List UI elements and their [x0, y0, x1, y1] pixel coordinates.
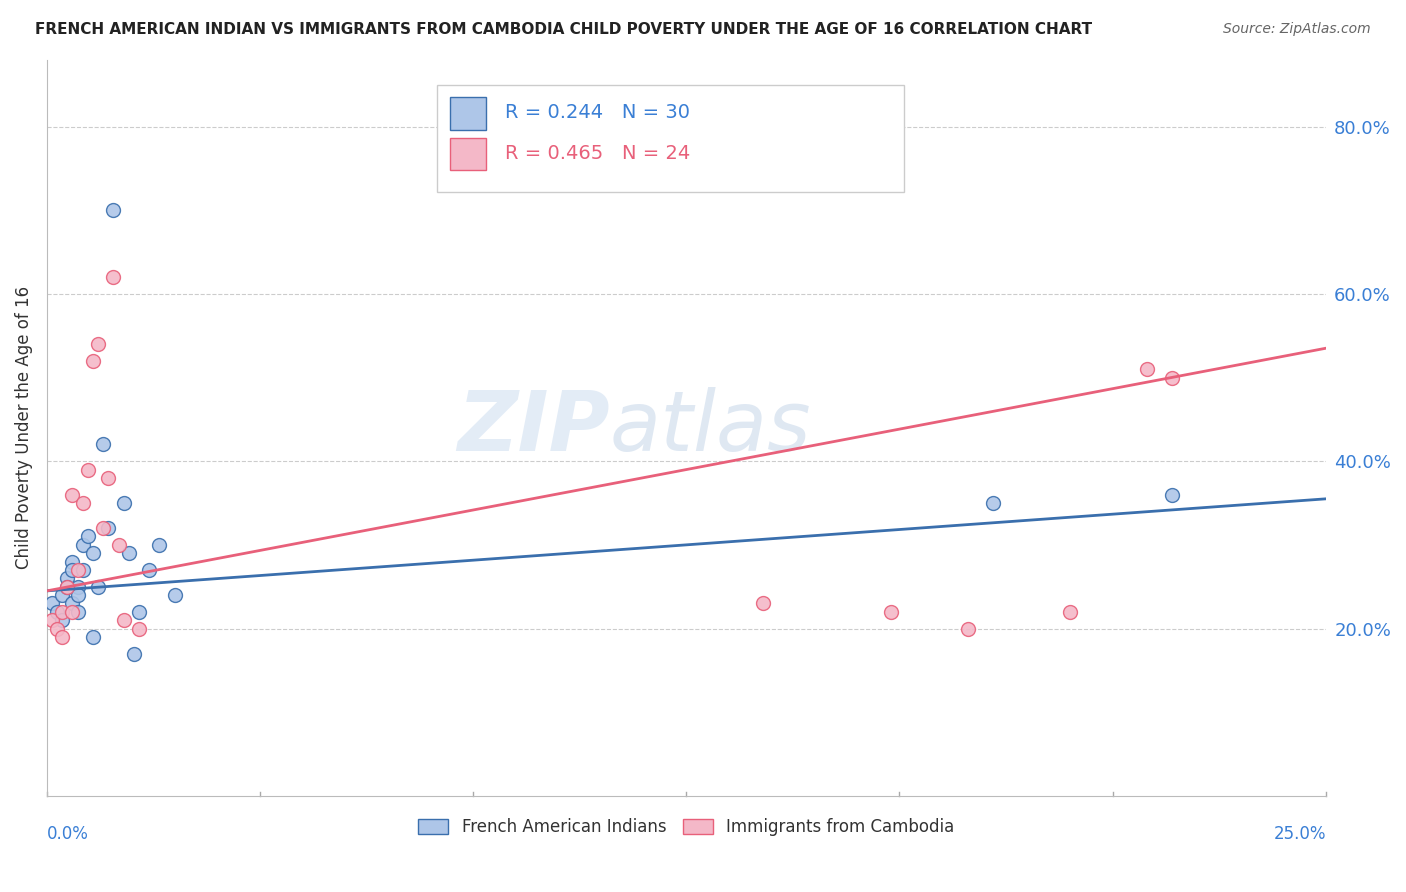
Point — [51, 588, 73, 602]
Point — [51, 630, 73, 644]
Point — [41, 613, 63, 627]
Y-axis label: Child Poverty Under the Age of 16: Child Poverty Under the Age of 16 — [15, 286, 32, 569]
Point — [66, 605, 89, 619]
Point — [956, 622, 979, 636]
Text: 25.0%: 25.0% — [1274, 825, 1326, 843]
Point — [72, 563, 94, 577]
Text: 0.0%: 0.0% — [46, 825, 89, 843]
Point — [118, 546, 141, 560]
Text: R = 0.244   N = 30: R = 0.244 N = 30 — [505, 103, 690, 122]
Point — [82, 546, 104, 560]
Point — [87, 337, 110, 351]
Point — [62, 555, 84, 569]
Text: atlas: atlas — [610, 387, 811, 468]
Point — [76, 529, 98, 543]
Text: R = 0.465   N = 24: R = 0.465 N = 24 — [505, 144, 690, 162]
Point — [62, 488, 84, 502]
Point — [72, 496, 94, 510]
Point — [76, 462, 98, 476]
Point — [87, 580, 110, 594]
Legend: French American Indians, Immigrants from Cambodia: French American Indians, Immigrants from… — [412, 812, 962, 843]
Point — [56, 571, 79, 585]
Text: ZIP: ZIP — [457, 387, 610, 468]
Point — [163, 588, 186, 602]
Point — [107, 538, 129, 552]
Point — [62, 563, 84, 577]
Point — [72, 538, 94, 552]
Text: FRENCH AMERICAN INDIAN VS IMMIGRANTS FROM CAMBODIA CHILD POVERTY UNDER THE AGE O: FRENCH AMERICAN INDIAN VS IMMIGRANTS FRO… — [35, 22, 1092, 37]
Point — [112, 496, 135, 510]
Point — [82, 353, 104, 368]
Point — [981, 496, 1004, 510]
Bar — [450, 137, 485, 170]
Point — [51, 605, 73, 619]
Point — [103, 203, 125, 218]
Point — [122, 647, 145, 661]
Bar — [450, 97, 485, 129]
Point — [62, 596, 84, 610]
Point — [148, 538, 170, 552]
Point — [82, 630, 104, 644]
Point — [91, 521, 114, 535]
Point — [128, 622, 150, 636]
Point — [46, 622, 69, 636]
Point — [97, 521, 120, 535]
Point — [138, 563, 160, 577]
Point — [91, 437, 114, 451]
Point — [66, 580, 89, 594]
Point — [51, 613, 73, 627]
Point — [1161, 488, 1184, 502]
Point — [56, 580, 79, 594]
Point — [1136, 362, 1159, 376]
Point — [112, 613, 135, 627]
Point — [880, 605, 903, 619]
Point — [66, 563, 89, 577]
FancyBboxPatch shape — [437, 86, 904, 192]
Point — [66, 588, 89, 602]
Point — [1059, 605, 1081, 619]
Point — [97, 471, 120, 485]
Point — [1161, 370, 1184, 384]
Point — [752, 596, 775, 610]
Point — [56, 580, 79, 594]
Point — [62, 605, 84, 619]
Point — [46, 605, 69, 619]
Point — [103, 270, 125, 285]
Point — [128, 605, 150, 619]
Text: Source: ZipAtlas.com: Source: ZipAtlas.com — [1223, 22, 1371, 37]
Point — [41, 596, 63, 610]
